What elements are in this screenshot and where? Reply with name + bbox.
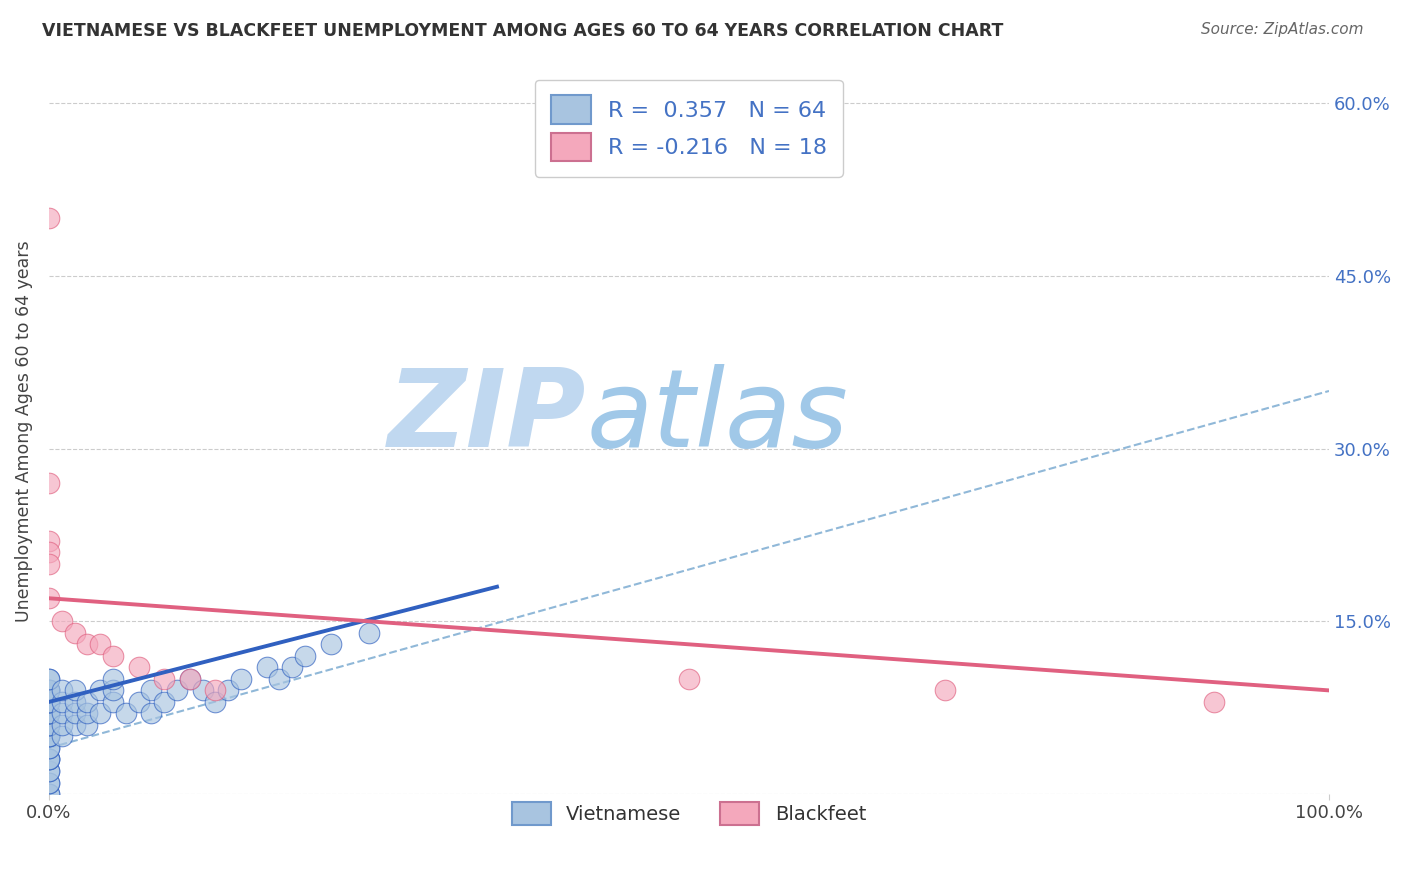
Point [76,718,98,732]
Point [38,752,60,766]
Point [1202,695,1225,709]
Point [114,706,136,721]
Point [217,683,239,698]
Point [38,764,60,778]
Point [128,695,150,709]
Point [38,764,60,778]
Point [38,775,60,789]
Point [38,787,60,801]
Point [63,695,86,709]
Point [166,683,188,698]
Point [38,683,60,698]
Point [38,695,60,709]
Point [38,752,60,766]
Point [319,637,342,651]
Point [294,648,316,663]
Point [179,672,201,686]
Point [76,706,98,721]
Point [281,660,304,674]
Point [38,787,60,801]
Point [934,683,956,698]
Point [229,672,252,686]
Point [38,741,60,756]
Point [38,533,60,548]
Point [63,625,86,640]
Point [38,706,60,721]
Point [153,672,176,686]
Point [51,695,73,709]
Point [38,672,60,686]
Point [51,718,73,732]
Point [101,695,124,709]
Point [128,660,150,674]
Point [76,637,98,651]
Point [38,706,60,721]
Point [38,211,60,226]
Point [38,545,60,559]
Point [51,615,73,629]
Point [38,476,60,491]
Point [89,706,111,721]
Point [179,672,201,686]
Point [357,625,380,640]
Legend: Vietnamese, Blackfeet: Vietnamese, Blackfeet [502,792,876,835]
Point [38,695,60,709]
Point [204,695,226,709]
Point [141,706,163,721]
Point [38,730,60,744]
Point [204,683,226,698]
Point [51,706,73,721]
Text: Source: ZipAtlas.com: Source: ZipAtlas.com [1201,22,1364,37]
Point [38,718,60,732]
Point [101,672,124,686]
Point [63,683,86,698]
Point [89,637,111,651]
Point [38,683,60,698]
Point [38,695,60,709]
Point [256,660,278,674]
Point [38,752,60,766]
Point [38,730,60,744]
Point [38,706,60,721]
Point [141,683,163,698]
Point [63,706,86,721]
Point [38,741,60,756]
Text: VIETNAMESE VS BLACKFEET UNEMPLOYMENT AMONG AGES 60 TO 64 YEARS CORRELATION CHART: VIETNAMESE VS BLACKFEET UNEMPLOYMENT AMO… [42,22,1004,40]
Point [63,718,86,732]
Text: atlas: atlas [586,364,848,469]
Point [51,683,73,698]
Point [51,730,73,744]
Point [101,683,124,698]
Point [38,672,60,686]
Point [38,695,60,709]
Point [38,683,60,698]
Point [38,730,60,744]
Point [678,672,700,686]
Point [153,695,176,709]
Text: ZIP: ZIP [388,364,586,470]
Point [101,648,124,663]
Point [38,706,60,721]
Point [269,672,291,686]
Point [76,695,98,709]
Y-axis label: Unemployment Among Ages 60 to 64 years: Unemployment Among Ages 60 to 64 years [15,241,32,622]
Point [38,718,60,732]
Point [38,718,60,732]
Point [191,683,214,698]
Point [38,775,60,789]
Point [38,591,60,606]
Point [38,557,60,571]
Point [89,683,111,698]
